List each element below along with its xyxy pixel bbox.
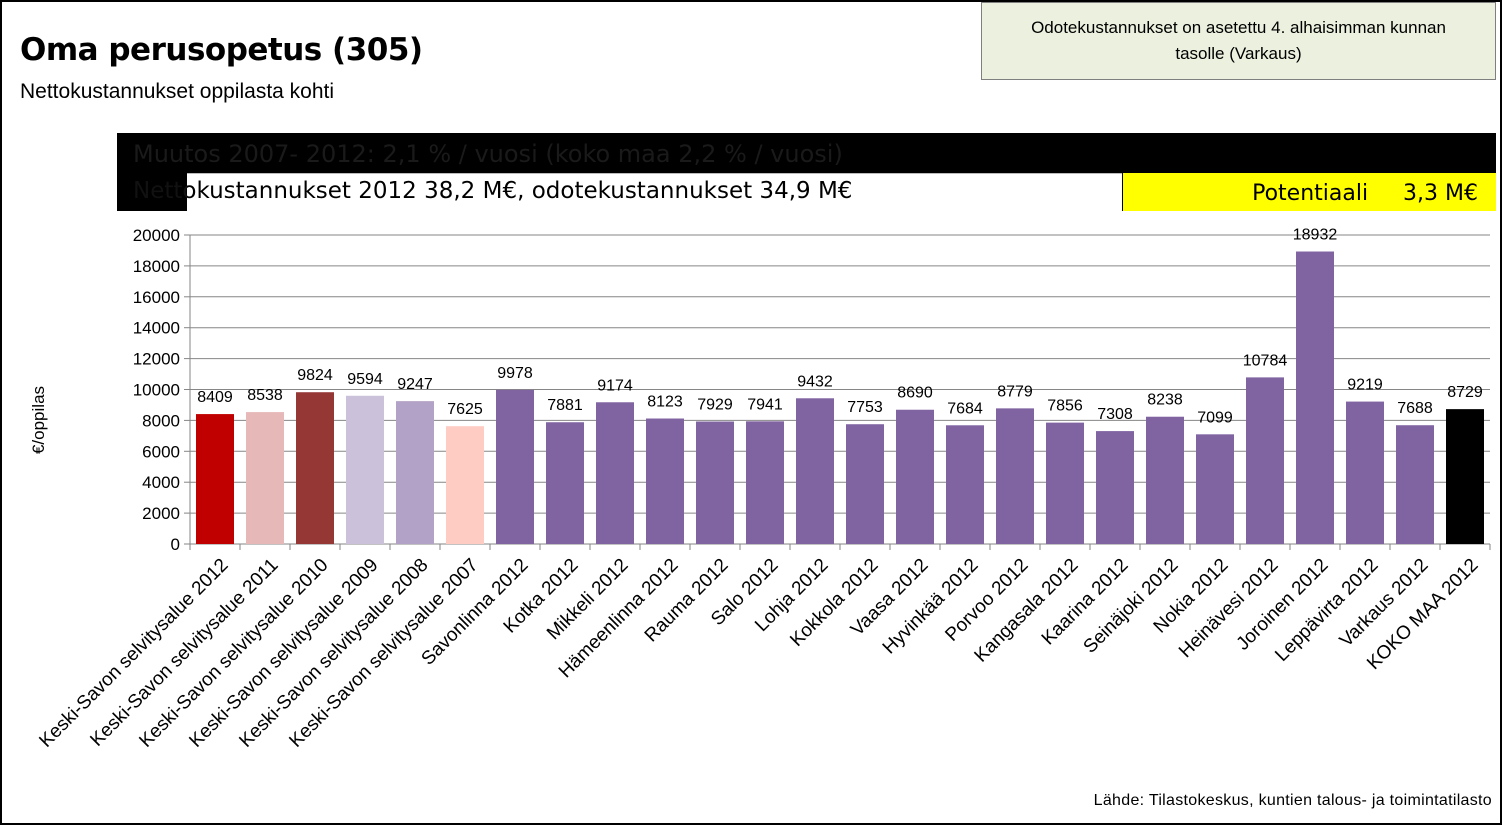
data-label: 9247: [397, 376, 433, 393]
data-label: 8779: [997, 383, 1033, 400]
y-axis: 0 2000 4000 6000 8000 10000 12000 14000 16000 180…: [133, 226, 1491, 554]
data-label: 9432: [797, 373, 833, 390]
y-tick-label: 16000: [133, 288, 180, 307]
data-label: 8690: [897, 385, 933, 402]
bar: [1446, 409, 1484, 544]
bar: [746, 421, 784, 544]
data-label: 9824: [297, 367, 333, 384]
bar: [696, 421, 734, 544]
bar: [446, 426, 484, 544]
data-label: 7856: [1047, 398, 1083, 415]
bar: [896, 409, 934, 544]
bar: [346, 395, 384, 544]
bar: [396, 401, 434, 544]
x-tick-label: Kaarina 2012: [1038, 555, 1133, 650]
bar: [996, 408, 1034, 544]
x-axis-labels: Keski-Savon selvitysalue 2012Keski-Savon…: [35, 555, 1482, 752]
bar: [1396, 425, 1434, 544]
data-label: 7929: [697, 396, 733, 413]
y-tick-label: 0: [171, 535, 180, 554]
data-label: 7688: [1397, 400, 1433, 417]
bar: [496, 389, 534, 544]
potential-text: Potentiaali 3,3 M€: [1252, 181, 1478, 206]
bar: [296, 392, 334, 544]
data-label: 8409: [197, 389, 233, 406]
bar: [246, 412, 284, 544]
y-tick-label: 6000: [142, 442, 180, 461]
data-label: 9174: [597, 377, 633, 394]
data-label: 18932: [1293, 227, 1338, 244]
cost-box: [187, 173, 1122, 212]
y-tick-label: 2000: [142, 504, 180, 523]
note-line-2: tasolle (Varkaus): [1175, 44, 1302, 63]
data-label: 10784: [1243, 352, 1288, 369]
bar: [946, 425, 984, 544]
bar: [1296, 251, 1334, 544]
y-tick-label: 14000: [133, 319, 180, 338]
gridlines: [190, 234, 1490, 545]
bar: [646, 418, 684, 544]
y-tick-label: 10000: [133, 381, 180, 400]
bar: [1346, 401, 1384, 544]
note-box: Odotekustannukset on asetettu 4. alhaisi…: [981, 2, 1496, 80]
bar: [196, 414, 234, 544]
data-label: 8238: [1147, 392, 1183, 409]
data-label: 7941: [747, 396, 783, 413]
bar: [546, 422, 584, 544]
data-label: 7308: [1097, 406, 1133, 423]
bar: [1246, 377, 1284, 544]
data-label: 9978: [497, 365, 533, 382]
data-label: 8123: [647, 393, 683, 410]
bars: [196, 251, 1484, 544]
bar: [1096, 431, 1134, 544]
data-label: 8538: [247, 387, 283, 404]
y-tick-label: 18000: [133, 257, 180, 276]
data-label: 7099: [1197, 409, 1233, 426]
y-tick-label: 8000: [142, 411, 180, 430]
bar: [1196, 434, 1234, 544]
bar: [796, 398, 834, 544]
potential-box: Potentiaali 3,3 M€: [1123, 173, 1496, 211]
y-tick-label: 12000: [133, 350, 180, 369]
data-label: 8729: [1447, 384, 1483, 401]
data-label: 9219: [1347, 377, 1383, 394]
y-tick-label: 4000: [142, 473, 180, 492]
x-tick-label: Kokkola 2012: [786, 555, 882, 651]
bar: [596, 402, 634, 544]
data-label: 7625: [447, 401, 483, 418]
data-label: 7881: [547, 397, 583, 414]
change-text: Muutos 2007- 2012: 2,1 % / vuosi (koko m…: [133, 140, 843, 168]
chart-title: Oma perusopetus (305): [20, 32, 423, 68]
chart-subtitle: Nettokustannukset oppilasta kohti: [20, 80, 335, 103]
bar: [846, 424, 884, 544]
data-label: 7684: [947, 400, 983, 417]
note-line-1: Odotekustannukset on asetettu 4. alhaisi…: [1031, 18, 1446, 37]
bar: [1046, 422, 1084, 544]
y-tick-label: 20000: [133, 226, 180, 245]
data-label: 7753: [847, 399, 883, 416]
source-note: Lähde: Tilastokeskus, kuntien talous- ja…: [1093, 792, 1492, 809]
bar: [1146, 416, 1184, 544]
y-axis-label: €/oppilas: [29, 386, 48, 454]
data-labels: 8409 8538 9824 9594 9247 7625 9978 7881 9174 8123…: [197, 227, 1483, 427]
cost-text: Nettokustannukset 2012 38,2 M€, odotekus…: [133, 178, 853, 204]
data-label: 9594: [347, 371, 383, 388]
